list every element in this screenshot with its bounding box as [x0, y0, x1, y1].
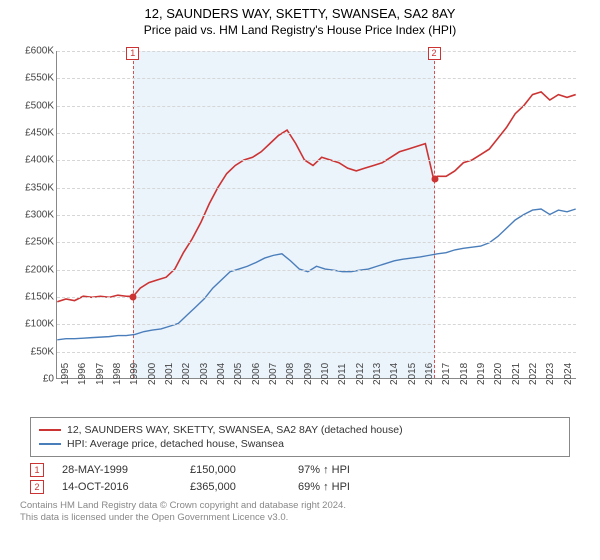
x-axis-label: 2008 — [285, 363, 296, 385]
x-axis-label: 2011 — [337, 363, 348, 385]
x-axis-label: 2018 — [459, 363, 470, 385]
x-axis-label: 2024 — [563, 363, 574, 385]
legend-row: 12, SAUNDERS WAY, SKETTY, SWANSEA, SA2 8… — [39, 424, 561, 436]
x-axis-label: 2023 — [545, 363, 556, 385]
x-axis-label: 1995 — [60, 363, 71, 385]
x-axis-label: 1997 — [95, 363, 106, 385]
y-axis-label: £350K — [10, 182, 54, 193]
x-axis-label: 1998 — [112, 363, 123, 385]
sale-marker-icon: 2 — [30, 480, 44, 494]
legend-label: 12, SAUNDERS WAY, SKETTY, SWANSEA, SA2 8… — [67, 424, 403, 436]
x-axis-label: 2001 — [164, 363, 175, 385]
x-axis-label: 2009 — [303, 363, 314, 385]
sale-date: 14-OCT-2016 — [62, 481, 172, 493]
x-axis-label: 2010 — [320, 363, 331, 385]
footer-attribution: Contains HM Land Registry data © Crown c… — [20, 500, 580, 525]
sale-hpi: 97% ↑ HPI — [298, 464, 398, 476]
sale-marker-box: 2 — [428, 47, 441, 60]
y-axis-label: £300K — [10, 210, 54, 221]
legend-swatch — [39, 443, 61, 445]
x-axis-label: 2004 — [216, 363, 227, 385]
x-axis-label: 2020 — [493, 363, 504, 385]
sale-marker-icon: 1 — [30, 463, 44, 477]
plot-region: 12 — [56, 51, 576, 379]
y-axis-label: £400K — [10, 155, 54, 166]
y-axis-label: £500K — [10, 100, 54, 111]
x-axis-label: 2005 — [233, 363, 244, 385]
legend-row: HPI: Average price, detached house, Swan… — [39, 438, 561, 450]
y-axis-label: £100K — [10, 319, 54, 330]
y-axis-label: £0 — [10, 374, 54, 385]
chart-title: 12, SAUNDERS WAY, SKETTY, SWANSEA, SA2 8… — [10, 6, 590, 21]
sales-table: 1 28-MAY-1999 £150,000 97% ↑ HPI 2 14-OCT-201… — [30, 463, 570, 494]
y-axis-label: £200K — [10, 264, 54, 275]
sale-marker-box: 1 — [126, 47, 139, 60]
x-axis-label: 2007 — [268, 363, 279, 385]
footer-line: Contains HM Land Registry data © Crown c… — [20, 500, 580, 512]
x-axis-label: 1999 — [129, 363, 140, 385]
x-axis-label: 2003 — [199, 363, 210, 385]
chart-subtitle: Price paid vs. HM Land Registry's House … — [10, 23, 590, 37]
x-axis-label: 2022 — [528, 363, 539, 385]
sale-date: 28-MAY-1999 — [62, 464, 172, 476]
y-axis-label: £600K — [10, 46, 54, 57]
sale-row: 2 14-OCT-2016 £365,000 69% ↑ HPI — [30, 480, 570, 494]
y-axis-label: £250K — [10, 237, 54, 248]
y-axis-label: £50K — [10, 346, 54, 357]
x-axis-label: 2017 — [441, 363, 452, 385]
x-axis-label: 2015 — [407, 363, 418, 385]
chart-area: 12 £0£50K£100K£150K£200K£250K£300K£350K£… — [10, 43, 590, 413]
x-axis-label: 2021 — [511, 363, 522, 385]
sale-dot — [431, 176, 438, 183]
x-axis-label: 2000 — [147, 363, 158, 385]
sale-dot — [130, 294, 137, 301]
footer-line: This data is licensed under the Open Gov… — [20, 512, 580, 524]
x-axis-label: 2002 — [181, 363, 192, 385]
y-axis-label: £450K — [10, 128, 54, 139]
series-hpi — [57, 209, 575, 340]
legend-box: 12, SAUNDERS WAY, SKETTY, SWANSEA, SA2 8… — [30, 417, 570, 457]
legend-label: HPI: Average price, detached house, Swan… — [67, 438, 284, 450]
x-axis-label: 2019 — [476, 363, 487, 385]
legend-swatch — [39, 429, 61, 431]
x-axis-label: 2014 — [389, 363, 400, 385]
y-axis-label: £150K — [10, 292, 54, 303]
x-axis-label: 2016 — [424, 363, 435, 385]
x-axis-label: 1996 — [77, 363, 88, 385]
x-axis-label: 2013 — [372, 363, 383, 385]
sale-price: £150,000 — [190, 464, 280, 476]
x-axis-label: 2006 — [251, 363, 262, 385]
x-axis-label: 2012 — [355, 363, 366, 385]
sale-price: £365,000 — [190, 481, 280, 493]
sale-row: 1 28-MAY-1999 £150,000 97% ↑ HPI — [30, 463, 570, 477]
sale-hpi: 69% ↑ HPI — [298, 481, 398, 493]
y-axis-label: £550K — [10, 73, 54, 84]
